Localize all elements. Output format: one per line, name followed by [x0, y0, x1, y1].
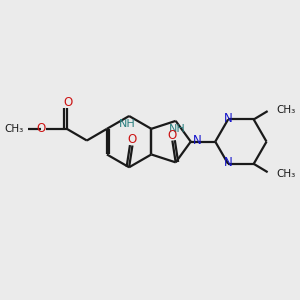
- Text: O: O: [36, 122, 45, 135]
- Text: N: N: [224, 156, 233, 169]
- Text: N: N: [193, 134, 201, 147]
- Text: O: O: [63, 96, 72, 109]
- Text: O: O: [128, 134, 137, 146]
- Text: O: O: [168, 128, 177, 142]
- Text: CH₃: CH₃: [4, 124, 23, 134]
- Text: CH₃: CH₃: [277, 169, 296, 178]
- Text: N: N: [224, 112, 233, 124]
- Text: NH: NH: [169, 124, 185, 134]
- Text: CH₃: CH₃: [277, 105, 296, 115]
- Text: NH: NH: [119, 119, 136, 129]
